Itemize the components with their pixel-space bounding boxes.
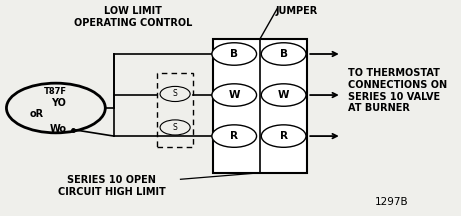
Text: JUMPER: JUMPER xyxy=(275,6,318,16)
Text: W: W xyxy=(229,90,240,100)
Text: R: R xyxy=(280,131,288,141)
Text: W: W xyxy=(278,90,290,100)
Circle shape xyxy=(160,120,190,135)
Text: 1297B: 1297B xyxy=(375,197,408,207)
Circle shape xyxy=(212,125,257,147)
Text: oR: oR xyxy=(30,110,44,119)
Text: B: B xyxy=(280,49,288,59)
Bar xyxy=(157,73,194,147)
Text: S: S xyxy=(173,123,177,132)
Circle shape xyxy=(261,84,306,106)
Text: SERIES 10 OPEN
CIRCUIT HIGH LIMIT: SERIES 10 OPEN CIRCUIT HIGH LIMIT xyxy=(58,175,165,197)
Text: B: B xyxy=(230,49,238,59)
Circle shape xyxy=(261,43,306,65)
Text: S: S xyxy=(173,89,177,98)
Text: T87F: T87F xyxy=(44,87,67,96)
Text: R: R xyxy=(230,131,238,141)
Circle shape xyxy=(212,84,257,106)
Bar xyxy=(213,39,307,173)
Text: LOW LIMIT
OPERATING CONTROL: LOW LIMIT OPERATING CONTROL xyxy=(74,6,192,28)
Circle shape xyxy=(212,43,257,65)
Circle shape xyxy=(261,125,306,147)
Circle shape xyxy=(160,86,190,102)
Text: TO THERMOSTAT
CONNECTIONS ON
SERIES 10 VALVE
AT BURNER: TO THERMOSTAT CONNECTIONS ON SERIES 10 V… xyxy=(348,68,447,113)
Text: YO: YO xyxy=(51,98,65,108)
Text: Wo: Wo xyxy=(49,124,66,133)
